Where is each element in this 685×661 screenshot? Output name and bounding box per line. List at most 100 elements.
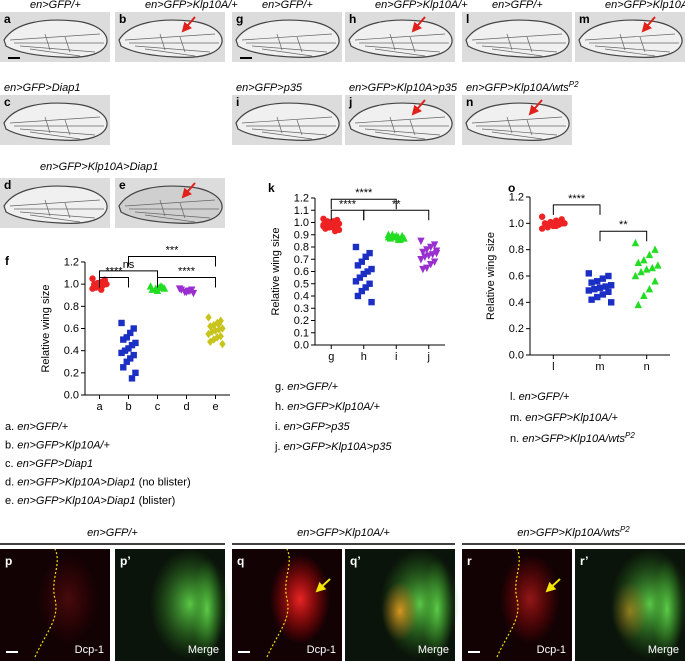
data-point — [333, 220, 341, 227]
data-point — [121, 347, 129, 354]
wing-panel: a — [0, 12, 110, 62]
wing-vein — [134, 211, 211, 219]
genotype-label: c. en>GFP>Diap1 — [5, 458, 93, 470]
data-point — [594, 278, 601, 285]
gfp-band — [421, 559, 453, 659]
genotype: en>GFP/+ — [30, 0, 81, 11]
data-point — [215, 319, 223, 329]
genotype: en>GFP/+ — [87, 527, 138, 539]
x-tick-label: h — [361, 351, 367, 363]
legend-key: h. — [275, 401, 284, 413]
y-tick-label: 0.6 — [509, 271, 524, 283]
data-point — [645, 284, 654, 293]
legend-key: g. — [275, 381, 284, 393]
wing-panel: g — [232, 12, 342, 62]
channel-label: Merge — [648, 644, 679, 656]
wing-vein — [619, 33, 626, 51]
wing-vein — [526, 119, 533, 136]
data-point — [177, 286, 185, 294]
data-point — [417, 237, 425, 246]
y-axis-title: Relative wing size — [270, 227, 282, 315]
x-tick-label: e — [212, 401, 218, 413]
y-tick-label: 1.0 — [509, 218, 524, 230]
data-point — [160, 284, 169, 292]
panel-label: e — [119, 178, 126, 192]
data-point — [585, 287, 592, 294]
wing-vein — [29, 214, 81, 223]
data-point — [538, 225, 546, 232]
genotype-label: en>GFP>Diap1 — [4, 82, 80, 94]
dcp1-signal — [38, 554, 98, 644]
genotype-label: l. en>GFP/+ — [510, 391, 570, 403]
wing-vein — [251, 128, 328, 136]
data-point — [362, 284, 369, 291]
y-tick-label: 0.4 — [64, 345, 79, 357]
wing — [235, 102, 340, 141]
significance-label: **** — [339, 198, 357, 210]
wing — [235, 19, 340, 58]
wing-vein — [389, 33, 396, 51]
data-point — [552, 222, 560, 230]
wing-panel: i — [232, 95, 342, 145]
data-point — [388, 230, 397, 238]
y-tick-label: 1.2 — [509, 192, 524, 204]
data-point — [588, 279, 595, 286]
legend-key: d. — [5, 477, 14, 489]
significance-bracket — [157, 277, 216, 288]
wing — [348, 19, 453, 58]
wing-vein — [29, 131, 81, 140]
wing-vein — [159, 199, 166, 217]
data-point — [91, 283, 98, 290]
significance-label: **** — [568, 193, 586, 205]
y-tick-label: 0.3 — [294, 303, 309, 315]
wing-panel: d — [0, 178, 110, 228]
micrograph: p Dcp-1 — [0, 548, 110, 661]
data-point — [640, 291, 648, 299]
wing-panel: m — [575, 12, 685, 62]
data-point — [432, 247, 441, 255]
genotype-label: j. en>GFP>Klp10A>p35 — [274, 441, 392, 453]
channel-label: Dcp-1 — [75, 644, 104, 656]
genotype-label: d. en>GFP>Klp10A>Diap1 (no blister) — [5, 477, 191, 489]
wing-vein — [179, 202, 186, 219]
data-point — [419, 248, 427, 257]
y-axis-title: Relative wing size — [485, 232, 497, 320]
genotype-label: n. en>GFP>Klp10A/wtsP2 — [510, 431, 635, 446]
superscript: P2 — [620, 525, 630, 534]
genotype-label: h. en>GFP>Klp10A/+ — [275, 401, 380, 413]
data-point — [651, 277, 659, 285]
y-tick-label: 0.8 — [294, 242, 309, 254]
genotype: en>GFP>Klp10A/+ — [145, 0, 238, 11]
data-point — [417, 256, 425, 264]
wing-panel: n — [462, 95, 572, 145]
data-point — [123, 334, 130, 341]
data-point — [132, 369, 139, 377]
wing-vein — [491, 131, 543, 140]
data-point — [89, 275, 96, 282]
genotype: en>GFP>Diap1 — [17, 458, 93, 470]
data-point — [366, 249, 373, 257]
data-point — [634, 258, 642, 267]
wing-vein — [526, 36, 533, 53]
wing-vein — [261, 131, 313, 140]
panel-label: n — [466, 95, 473, 109]
data-point — [352, 278, 360, 285]
panel-label: h — [349, 12, 356, 26]
data-point — [366, 280, 373, 287]
wing-panel: b — [115, 12, 225, 62]
data-point — [128, 375, 136, 382]
wing-vein — [409, 119, 416, 136]
wing-vein — [64, 202, 71, 219]
wing-vein — [144, 214, 196, 223]
superscript: P2 — [625, 431, 635, 440]
data-point — [605, 288, 612, 295]
data-point — [605, 272, 612, 280]
data-point — [538, 213, 546, 220]
y-tick-label: 0.9 — [294, 229, 309, 241]
significance-label: **** — [178, 266, 196, 278]
wing-vein — [364, 128, 441, 136]
wing — [3, 102, 108, 141]
significance-label: *** — [166, 244, 180, 256]
data-point — [394, 235, 402, 243]
